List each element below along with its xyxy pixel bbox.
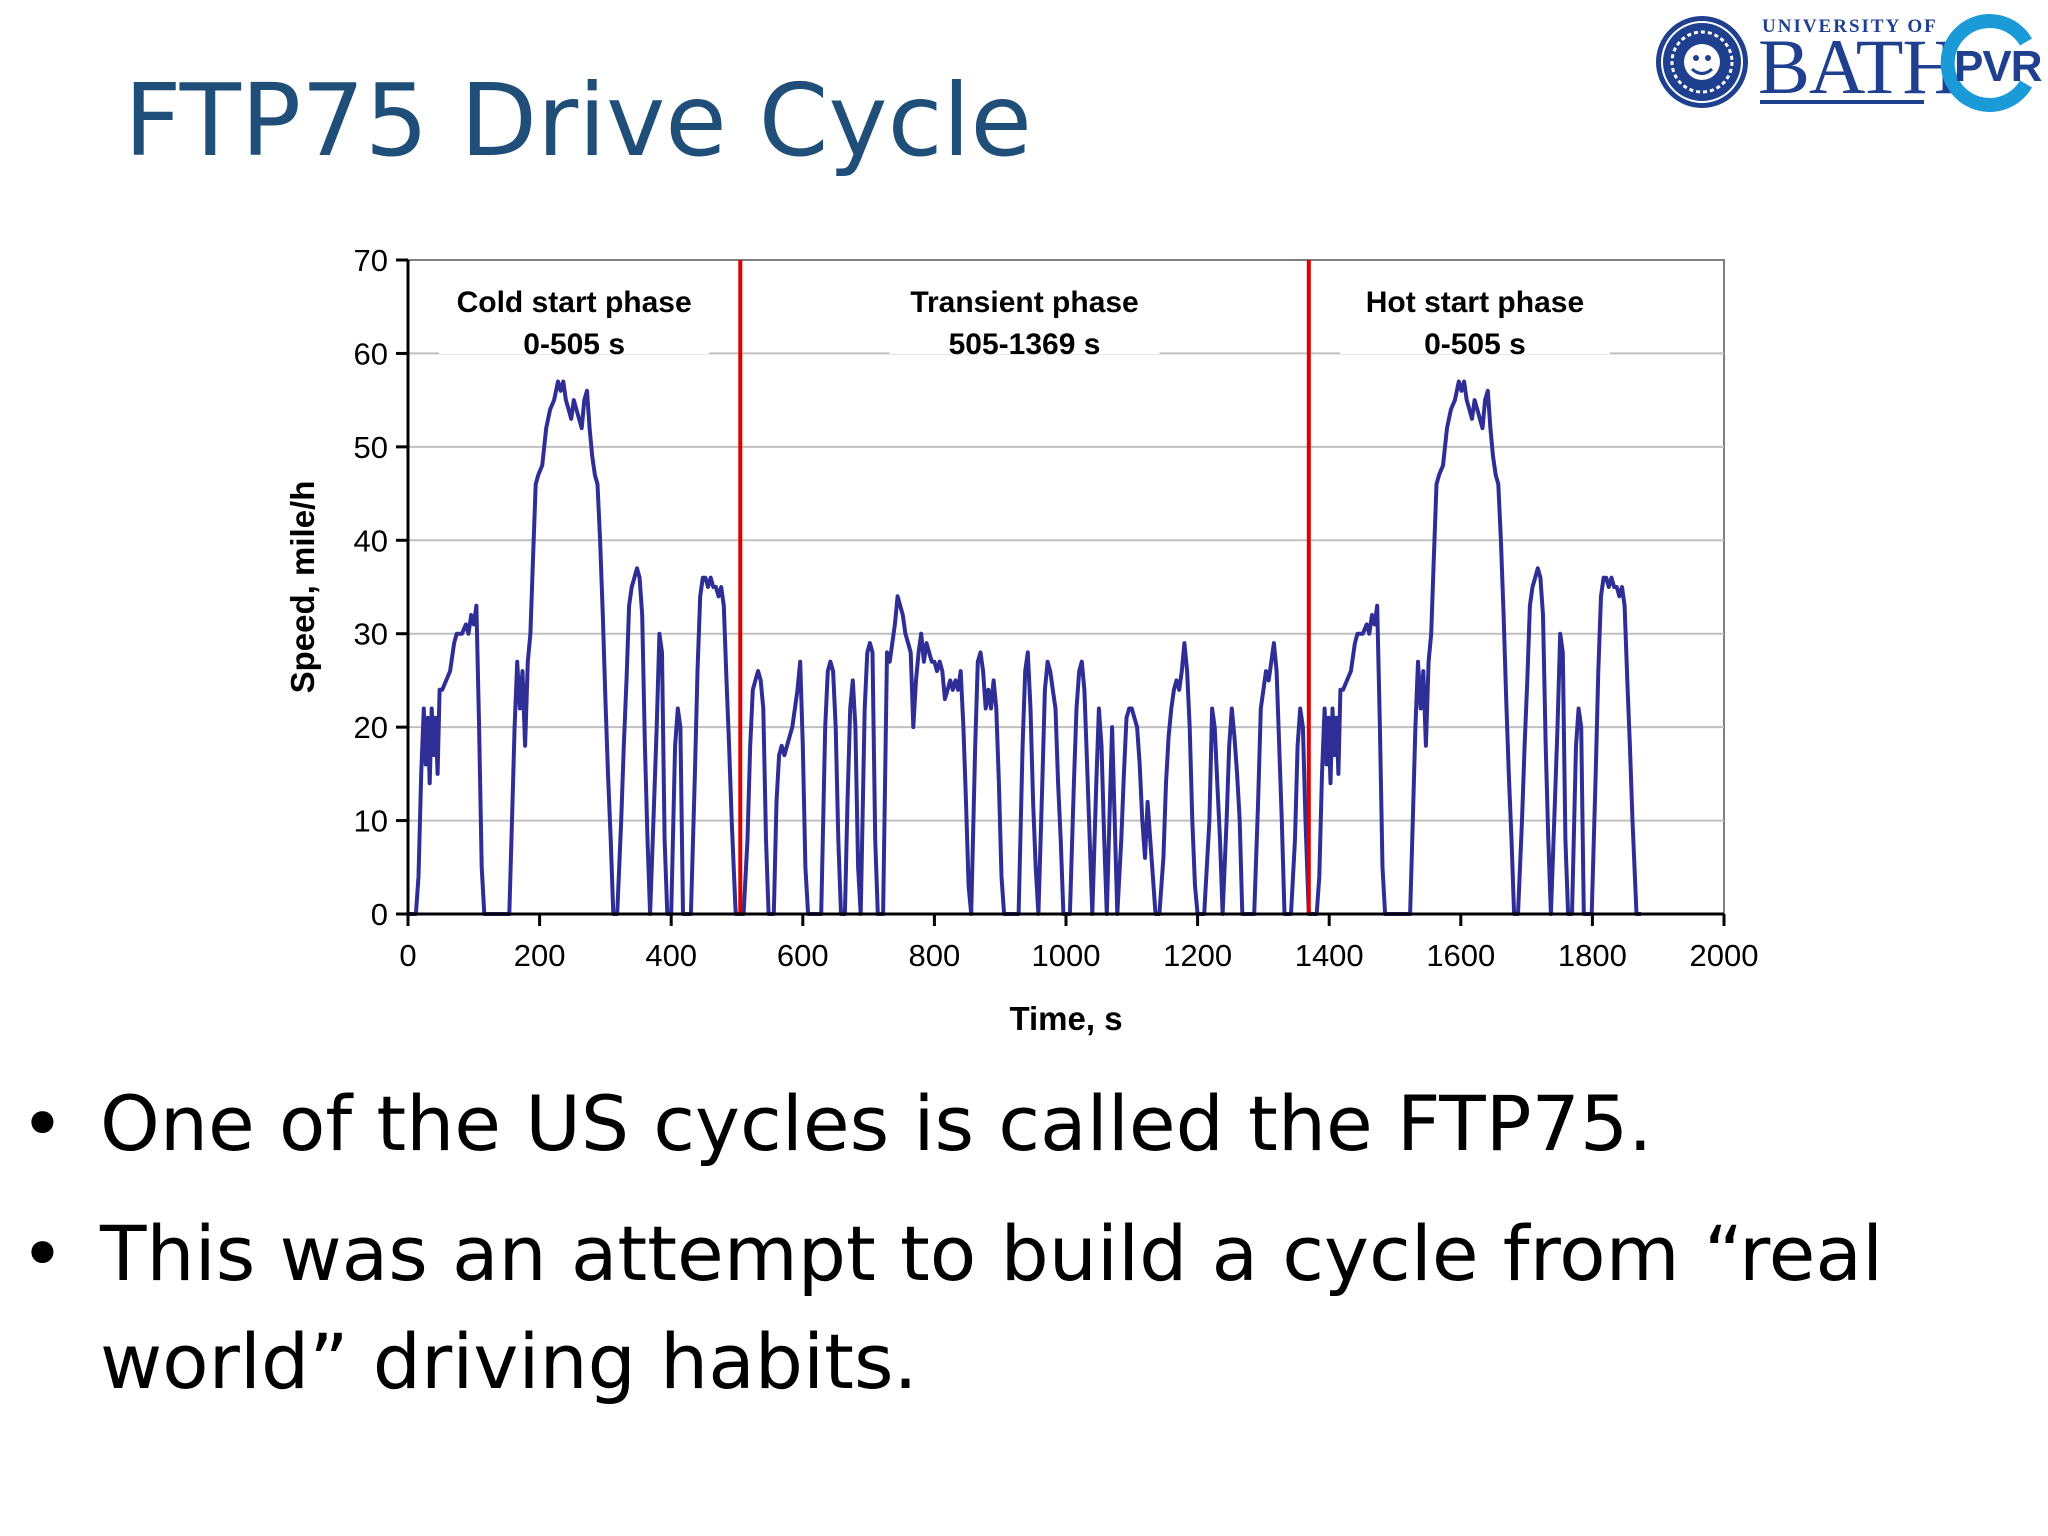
y-tick-label: 70 [354,243,388,278]
bullet-text: This was an attempt to build a cycle fro… [100,1209,1884,1406]
x-tick-label: 1000 [1032,938,1101,973]
series-line [408,379,1642,916]
bullet-item: • One of the US cycles is called the FTP7… [20,1070,2020,1178]
y-tick-label: 20 [354,710,388,745]
phase-label-backdrop [439,274,710,354]
x-tick-label: 1600 [1426,938,1495,973]
y-tick-label: 50 [354,430,388,465]
bullet-dot-icon: • [20,1079,65,1168]
phase-range-label: 0-505 s [1424,328,1526,361]
drive-cycle-chart: 0 10 20 30 40 50 60 70 0 200 400 600 800 1000 1200 1400… [270,230,1780,1060]
x-tick-label: 400 [645,938,697,973]
y-tick-label: 30 [354,617,388,652]
x-tick-label: 1400 [1295,938,1364,973]
x-tick-label: 800 [909,938,961,973]
x-axis-label: Time, s [1009,1000,1122,1037]
phase-label-backdrop [889,274,1160,354]
phase-label: Cold start phase [457,286,692,319]
pvr-ring-icon [1940,14,2033,112]
logo-university-of: UNIVERSITY OF [1762,16,1938,37]
university-seal-icon [1656,16,1748,108]
x-tick-label: 600 [777,938,829,973]
phase-range-label: 505-1369 s [949,328,1101,361]
bullet-dot-icon: • [20,1209,65,1298]
y-tick-label: 40 [354,523,388,558]
plot-area [407,259,1725,915]
chart-svg: 0 10 20 30 40 50 60 70 0 200 400 600 800 1000 1200 1400… [284,243,1759,1037]
phase-dividers [738,260,1311,914]
logo-bath: BATH [1758,23,1959,110]
x-tick-label: 2000 [1690,938,1759,973]
phase-range-label: 0-505 s [523,328,625,361]
phase-label-backdrop [1339,274,1610,354]
y-tick-label: 60 [354,336,388,371]
x-tick-label: 1200 [1163,938,1232,973]
phase-label: Transient phase [910,286,1138,319]
slide-title: FTP75 Drive Cycle [124,62,1032,179]
x-tick-label: 200 [514,938,566,973]
university-logo: UNIVERSITY OF BATH PVR [1648,8,2048,118]
y-tick-label: 10 [354,804,388,839]
phase-labels: Cold start phase 0-505 s Transient phase 50… [439,274,1610,361]
phase-label: Hot start phase [1366,286,1584,319]
bullet-list: • One of the US cycles is called the FTP7… [20,1070,2020,1438]
series-layer [408,379,1642,916]
bullet-text: One of the US cycles is called the FTP75… [100,1079,1653,1168]
x-tick-label: 1800 [1558,938,1627,973]
x-tick-label: 0 [399,938,416,973]
logo-underline [1760,100,1924,104]
logo-pvr: PVR [1954,42,2042,91]
y-tick-label: 0 [371,897,388,932]
axis-ticks: 0 10 20 30 40 50 60 70 0 200 400 600 800 1000 1200 1400… [354,243,1759,973]
bullet-item: • This was an attempt to build a cycle fr… [20,1200,2020,1416]
y-axis-label: Speed, mile/h [284,481,321,694]
